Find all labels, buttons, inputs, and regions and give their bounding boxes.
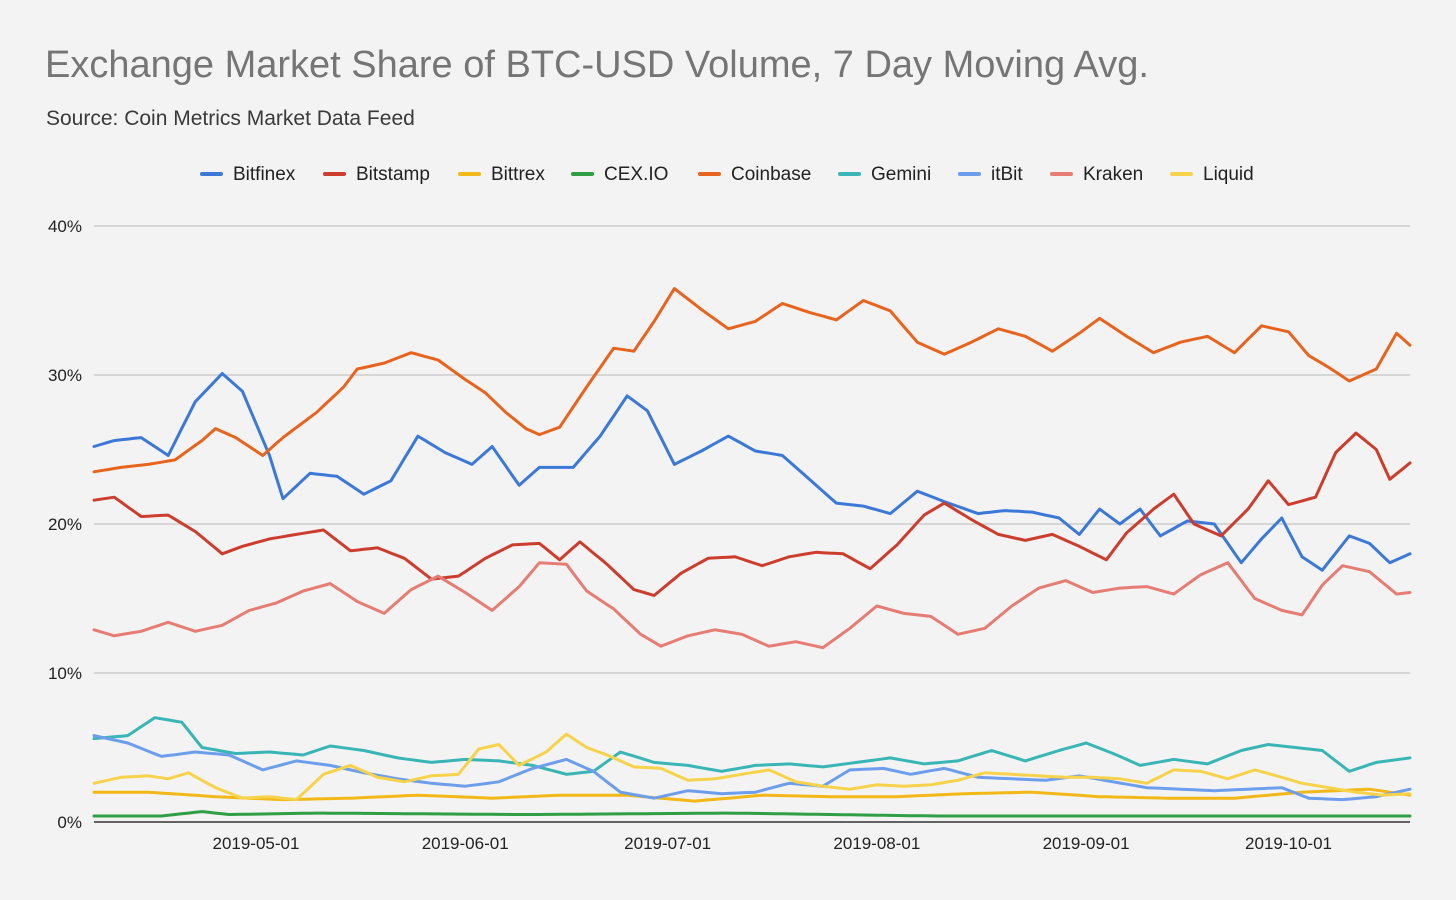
series-line-bitstamp bbox=[92, 431, 1412, 597]
series-line-itbit bbox=[92, 734, 1412, 802]
x-tick-label: 2019-09-01 bbox=[1043, 834, 1130, 853]
series-line-bittrex bbox=[92, 787, 1412, 803]
legend-label: itBit bbox=[991, 164, 1023, 185]
x-tick-label: 2019-06-01 bbox=[422, 834, 509, 853]
legend-label: Liquid bbox=[1203, 164, 1254, 185]
legend-label: Kraken bbox=[1083, 164, 1143, 185]
y-tick-label: 30% bbox=[48, 366, 82, 385]
x-tick-label: 2019-05-01 bbox=[212, 834, 299, 853]
legend-label: Coinbase bbox=[731, 164, 811, 185]
legend-label: Bitfinex bbox=[233, 164, 296, 185]
x-tick-label: 2019-07-01 bbox=[624, 834, 711, 853]
x-axis: 2019-05-01 2019-06-01 2019-07-01 2019-08-01… bbox=[212, 834, 1332, 853]
series-line-kraken bbox=[92, 561, 1412, 650]
y-tick-label: 10% bbox=[48, 664, 82, 683]
series-line-liquid bbox=[92, 732, 1412, 802]
legend-label: Gemini bbox=[871, 164, 931, 185]
legend: Bitfinex Bitstamp Bittrex CEX.IO Coinbase Gem… bbox=[200, 164, 1254, 185]
y-tick-label: 20% bbox=[48, 515, 82, 534]
legend-label: Bittrex bbox=[491, 164, 545, 185]
y-tick-label: 0% bbox=[57, 813, 82, 832]
gridlines bbox=[94, 225, 1410, 823]
chart-subtitle: Source: Coin Metrics Market Data Feed bbox=[46, 107, 415, 130]
y-tick-label: 40% bbox=[48, 217, 82, 236]
x-tick-label: 2019-08-01 bbox=[833, 834, 920, 853]
x-tick-label: 2019-10-01 bbox=[1245, 834, 1332, 853]
series-line-gemini bbox=[92, 716, 1412, 776]
legend-label: Bitstamp bbox=[356, 164, 430, 185]
series-line-bitfinex bbox=[92, 372, 1412, 572]
legend-label: CEX.IO bbox=[604, 164, 668, 185]
chart-title: Exchange Market Share of BTC-USD Volume,… bbox=[45, 44, 1149, 86]
series-line-cex-io bbox=[92, 810, 1412, 818]
series-group bbox=[92, 287, 1412, 818]
series-line-coinbase bbox=[92, 287, 1412, 474]
y-axis: 0% 10% 20% 30% 40% bbox=[48, 217, 82, 832]
